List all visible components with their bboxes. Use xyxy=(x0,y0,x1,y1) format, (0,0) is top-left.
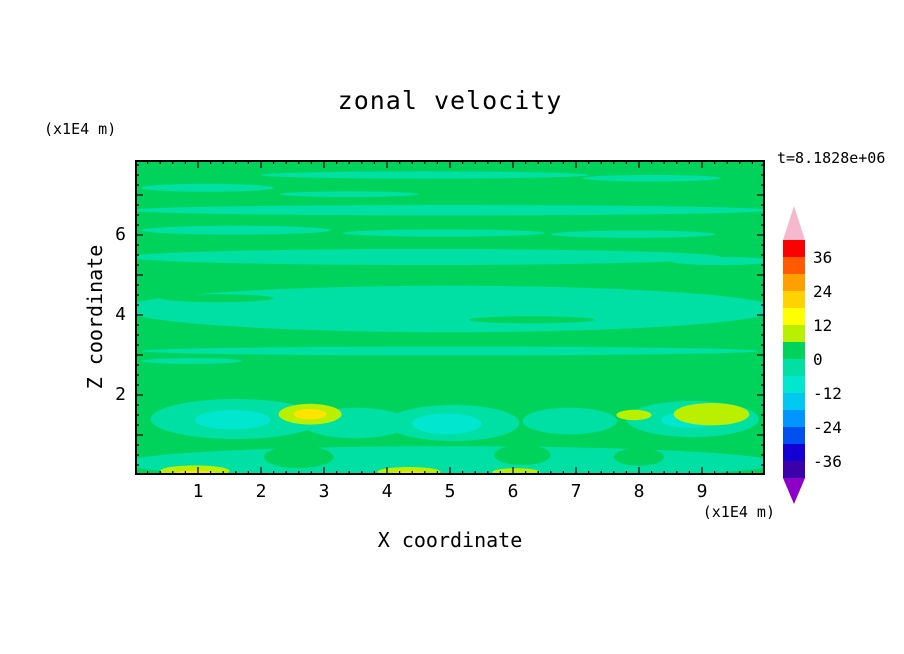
colorbar-segment xyxy=(783,427,805,444)
contour-region xyxy=(613,448,665,466)
colorbar-segment xyxy=(783,410,805,427)
y-tick-label: 4 xyxy=(115,304,126,325)
contour-region xyxy=(342,229,545,237)
colorbar-top-arrow xyxy=(783,206,805,240)
contour-region xyxy=(141,346,759,356)
x-axis-units: (x1E4 m) xyxy=(702,503,775,521)
contour-region xyxy=(673,403,750,426)
contour-plot-area xyxy=(135,160,765,475)
y-axis-units: (x1E4 m) xyxy=(44,120,117,138)
colorbar-segment xyxy=(783,461,805,478)
x-axis-label: X coordinate xyxy=(377,528,523,552)
y-tick-label: 2 xyxy=(115,384,126,405)
contour-region xyxy=(264,445,334,469)
y-tick-label: 6 xyxy=(115,224,126,245)
x-tick-label: 2 xyxy=(255,481,267,502)
contour-region xyxy=(141,358,243,364)
contour-region xyxy=(141,225,331,235)
contour-region xyxy=(670,257,765,265)
contour-region xyxy=(412,413,482,435)
contour-region xyxy=(261,171,589,179)
colorbar xyxy=(783,206,805,504)
contour-region xyxy=(468,316,595,324)
colorbar-segment xyxy=(783,393,805,410)
x-tick-label: 7 xyxy=(570,481,582,502)
colorbar-label: -36 xyxy=(813,452,842,471)
x-tick-label: 3 xyxy=(318,481,330,502)
contour-region xyxy=(135,285,765,333)
colorbar-segment xyxy=(783,359,805,376)
colorbar-segment xyxy=(783,444,805,461)
contour-region xyxy=(194,410,271,430)
contour-region xyxy=(160,294,274,303)
colorbar-label: 36 xyxy=(813,248,833,267)
colorbar-segment xyxy=(783,274,805,291)
plot-frame xyxy=(135,160,765,475)
contour-region xyxy=(135,249,721,265)
chart-title: zonal velocity xyxy=(337,86,563,115)
timestamp-label: t=8.1828e+06 xyxy=(777,149,886,167)
x-tick-label: 8 xyxy=(633,481,645,502)
contour-region xyxy=(293,409,327,420)
x-tick-label: 1 xyxy=(192,481,204,502)
x-tick-label: 6 xyxy=(507,481,519,502)
x-tick-label: 5 xyxy=(444,481,456,502)
colorbar-label: 0 xyxy=(813,350,823,369)
colorbar-segment xyxy=(783,342,805,359)
colorbar-segment xyxy=(783,240,805,257)
x-tick-label: 9 xyxy=(696,481,708,502)
colorbar-bottom-arrow xyxy=(783,478,805,504)
contour-region xyxy=(135,205,765,216)
colorbar-segment xyxy=(783,308,805,325)
colorbar-segment xyxy=(783,257,805,274)
colorbar-segment xyxy=(783,376,805,393)
colorbar-segment xyxy=(783,291,805,308)
x-tick-label: 4 xyxy=(381,481,393,502)
contour-region xyxy=(550,230,715,238)
colorbar-label: -12 xyxy=(813,384,842,403)
contour-region xyxy=(141,183,274,192)
colorbar-segment xyxy=(783,325,805,342)
colorbar-label: 12 xyxy=(813,316,833,335)
colorbar-label: 24 xyxy=(813,282,833,301)
contour-region xyxy=(522,407,617,435)
contour-region xyxy=(494,445,551,465)
contour-region xyxy=(616,409,652,421)
contour-region xyxy=(279,191,419,197)
colorbar-label: -24 xyxy=(813,418,842,437)
contour-region xyxy=(582,175,721,182)
